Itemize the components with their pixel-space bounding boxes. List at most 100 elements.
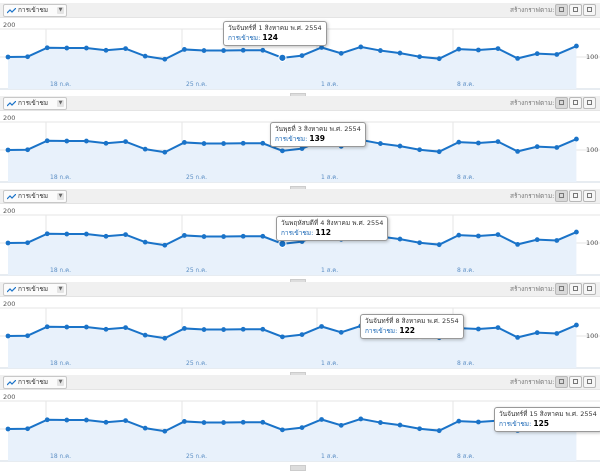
data-point[interactable] [142, 425, 148, 431]
metric-dropdown[interactable]: การเข้าชม ▼ [3, 97, 67, 110]
day-view-icon[interactable] [555, 283, 568, 295]
day-view-icon[interactable] [555, 4, 568, 16]
data-point[interactable] [397, 50, 403, 56]
data-point[interactable] [25, 240, 30, 246]
data-point[interactable] [221, 141, 227, 146]
data-point[interactable] [378, 420, 383, 425]
data-point[interactable] [182, 47, 187, 52]
data-point[interactable] [319, 324, 324, 329]
data-point[interactable] [162, 149, 168, 155]
data-point[interactable] [44, 45, 50, 51]
data-point[interactable] [436, 149, 442, 155]
data-point[interactable] [25, 147, 30, 153]
data-point[interactable] [436, 242, 442, 248]
data-point[interactable] [123, 325, 128, 330]
data-point[interactable] [534, 144, 540, 150]
data-point[interactable] [495, 325, 501, 330]
data-point[interactable] [182, 233, 187, 238]
data-point[interactable] [417, 240, 422, 246]
data-point[interactable] [84, 417, 89, 423]
data-point[interactable] [44, 417, 50, 423]
metric-dropdown[interactable]: การเข้าชม ▼ [3, 4, 67, 17]
data-point[interactable] [123, 46, 128, 51]
data-point[interactable] [182, 326, 187, 331]
data-point[interactable] [338, 422, 344, 428]
data-point[interactable] [495, 139, 501, 144]
data-point[interactable] [515, 335, 520, 340]
data-point[interactable] [417, 426, 422, 432]
data-point[interactable] [397, 236, 403, 242]
data-point[interactable] [103, 47, 109, 53]
data-point[interactable] [436, 428, 442, 434]
data-point[interactable] [201, 48, 207, 53]
data-point[interactable] [5, 240, 11, 246]
week-view-icon[interactable] [569, 190, 582, 202]
data-point[interactable] [397, 143, 403, 149]
data-point[interactable] [103, 326, 109, 332]
data-point[interactable] [25, 426, 30, 432]
data-point[interactable] [378, 141, 383, 146]
data-point[interactable] [260, 140, 266, 146]
data-point[interactable] [103, 419, 109, 425]
week-view-icon[interactable] [569, 4, 582, 16]
data-point[interactable] [5, 333, 11, 339]
resize-grip[interactable] [290, 465, 306, 471]
week-view-icon[interactable] [569, 376, 582, 388]
data-point[interactable] [5, 147, 11, 153]
data-point[interactable] [162, 428, 168, 434]
data-point[interactable] [319, 45, 324, 50]
data-point[interactable] [84, 138, 89, 144]
data-point[interactable] [280, 148, 285, 154]
data-point[interactable] [397, 422, 403, 428]
data-point[interactable] [201, 420, 207, 425]
data-point[interactable] [64, 324, 70, 330]
data-point[interactable] [182, 419, 187, 424]
data-point[interactable] [476, 326, 481, 332]
data-point[interactable] [84, 45, 89, 51]
data-point[interactable] [201, 327, 207, 332]
data-point[interactable] [299, 425, 305, 430]
month-view-icon[interactable] [583, 283, 596, 295]
data-point[interactable] [84, 324, 89, 330]
month-view-icon[interactable] [583, 97, 596, 109]
data-point[interactable] [64, 231, 70, 237]
data-point[interactable] [417, 147, 422, 153]
data-point[interactable] [44, 231, 50, 237]
data-point[interactable] [495, 232, 501, 237]
week-view-icon[interactable] [569, 97, 582, 109]
data-point[interactable] [44, 138, 50, 144]
data-point[interactable] [84, 231, 89, 237]
month-view-icon[interactable] [583, 376, 596, 388]
highlighted-point[interactable] [278, 53, 287, 62]
data-point[interactable] [5, 426, 11, 432]
data-point[interactable] [456, 46, 462, 52]
day-view-icon[interactable] [555, 376, 568, 388]
data-point[interactable] [142, 53, 148, 59]
data-point[interactable] [417, 54, 422, 60]
data-point[interactable] [260, 47, 266, 53]
data-point[interactable] [299, 332, 305, 337]
day-view-icon[interactable] [555, 97, 568, 109]
data-point[interactable] [358, 44, 364, 50]
data-point[interactable] [456, 418, 462, 424]
data-point[interactable] [64, 417, 70, 423]
data-point[interactable] [240, 47, 246, 53]
data-point[interactable] [338, 329, 344, 335]
data-point[interactable] [515, 149, 520, 154]
data-point[interactable] [201, 234, 207, 239]
highlighted-point[interactable] [278, 239, 287, 248]
data-point[interactable] [476, 47, 481, 53]
data-point[interactable] [44, 324, 50, 330]
data-point[interactable] [240, 326, 246, 332]
metric-dropdown[interactable]: การเข้าชม ▼ [3, 190, 67, 203]
data-point[interactable] [240, 233, 246, 239]
metric-dropdown[interactable]: การเข้าชม ▼ [3, 283, 67, 296]
data-point[interactable] [280, 334, 285, 340]
data-point[interactable] [123, 418, 128, 423]
data-point[interactable] [299, 53, 305, 58]
data-point[interactable] [574, 322, 579, 328]
data-point[interactable] [64, 45, 70, 51]
data-point[interactable] [554, 238, 560, 243]
data-point[interactable] [240, 419, 246, 425]
data-point[interactable] [534, 237, 540, 243]
